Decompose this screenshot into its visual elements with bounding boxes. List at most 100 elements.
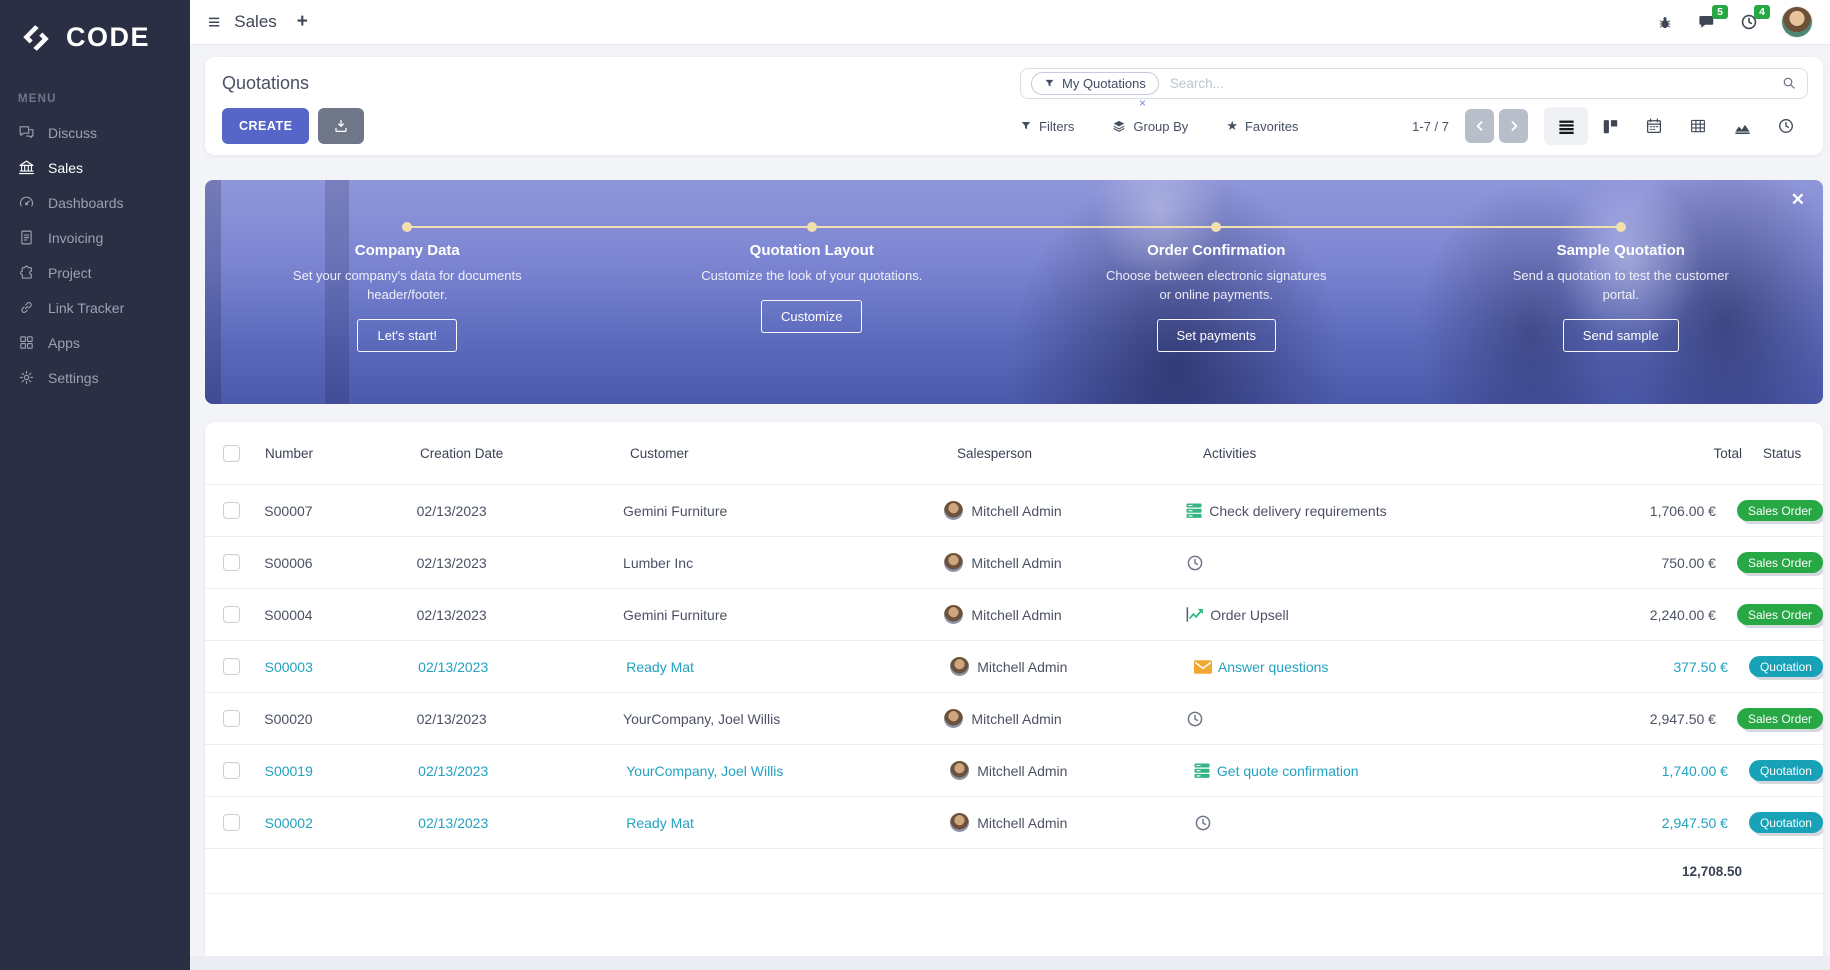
row-checkbox[interactable]: [223, 814, 240, 831]
total-amount: 1,740.00 €: [1661, 762, 1728, 779]
table-row[interactable]: S00003 02/13/2023 Ready Mat Mitchell Adm…: [205, 640, 1823, 692]
step-dot: [1211, 222, 1222, 232]
search-input[interactable]: [1167, 74, 1772, 92]
debug-bug-icon[interactable]: [1657, 14, 1673, 31]
user-avatar[interactable]: [1782, 7, 1812, 37]
send-sample-button[interactable]: Send sample: [1562, 318, 1679, 352]
set-payments-button[interactable]: Set payments: [1156, 318, 1276, 352]
calendar-view-icon: [1646, 118, 1662, 134]
total-amount: 2,947.50 €: [1661, 814, 1728, 831]
activity-cell[interactable]: [1194, 814, 1546, 832]
column-header-number[interactable]: Number: [265, 445, 314, 461]
salesperson-avatar: [944, 553, 964, 572]
row-checkbox[interactable]: [223, 606, 240, 623]
project-icon: [20, 265, 32, 279]
view-list-button[interactable]: [1544, 107, 1588, 145]
select-all-checkbox[interactable]: [223, 444, 240, 462]
row-checkbox[interactable]: [223, 762, 240, 779]
view-calendar-button[interactable]: [1632, 107, 1676, 145]
salesperson-cell: Mitchell Admin: [944, 709, 1186, 728]
activity-cell[interactable]: Get quote confirmation: [1194, 763, 1546, 779]
column-header-activities[interactable]: Activities: [1203, 445, 1257, 461]
activity-cell[interactable]: Answer questions: [1193, 659, 1546, 675]
row-checkbox[interactable]: [223, 710, 240, 727]
table-row[interactable]: S00020 02/13/2023 YourCompany, Joel Will…: [205, 692, 1823, 744]
horizontal-scrollbar[interactable]: [190, 956, 1830, 970]
pager-next-button[interactable]: [1499, 109, 1528, 143]
activity-cell[interactable]: Check delivery requirements: [1186, 503, 1535, 519]
table-row[interactable]: S00006 02/13/2023 Lumber Inc Mitchell Ad…: [205, 536, 1823, 588]
banner-close-icon[interactable]: ✕: [1790, 190, 1805, 209]
activity-cell[interactable]: [1186, 710, 1535, 728]
topbar: ≡ Sales + 5 4: [190, 0, 1830, 45]
view-graph-button[interactable]: [1720, 107, 1764, 145]
create-button[interactable]: CREATE: [222, 108, 310, 144]
favorites-button[interactable]: ★ Favorites: [1226, 118, 1299, 134]
step-title: Order Confirmation: [1147, 242, 1286, 259]
activity-cell[interactable]: [1186, 554, 1535, 572]
salesperson-cell: Mitchell Admin: [944, 501, 1186, 520]
messages-icon[interactable]: 5: [1697, 5, 1728, 31]
total-amount: 2,947.50 €: [1649, 710, 1716, 727]
view-kanban-button[interactable]: [1588, 107, 1632, 145]
apps-icon: [20, 336, 33, 349]
pager-previous-button[interactable]: [1465, 109, 1494, 143]
total-amount: 377.50 €: [1673, 658, 1728, 675]
onboarding-step-order-confirmation: Order Confirmation Choose between electr…: [1014, 242, 1419, 352]
row-checkbox[interactable]: [223, 658, 240, 675]
customer-name: Gemini Furniture: [623, 502, 728, 519]
status-cell: Sales Order: [1729, 552, 1823, 573]
active-filter-chip[interactable]: My Quotations: [1031, 71, 1159, 95]
remove-filter-icon[interactable]: ×: [1139, 95, 1147, 110]
export-download-button[interactable]: [318, 108, 365, 144]
sidebar-item-project[interactable]: Project: [0, 255, 190, 290]
pager-range: 1-7 / 7: [1412, 118, 1449, 134]
sidebar-item-settings[interactable]: Settings: [0, 360, 190, 395]
status-badge: Sales Order: [1736, 552, 1823, 573]
view-pivot-button[interactable]: [1676, 107, 1720, 145]
table-row[interactable]: S00019 02/13/2023 YourCompany, Joel Will…: [205, 744, 1823, 796]
step-title: Quotation Layout: [749, 242, 874, 259]
sidebar-item-sales[interactable]: Sales: [0, 150, 190, 185]
quotation-number: S00019: [264, 762, 313, 779]
row-checkbox[interactable]: [223, 502, 240, 519]
envelope-activity-icon: [1193, 659, 1212, 674]
status-cell: Quotation: [1741, 760, 1823, 781]
group-by-button[interactable]: Group By: [1112, 119, 1188, 134]
sidebar-item-dashboards[interactable]: Dashboards: [0, 185, 190, 220]
customize-button[interactable]: Customize: [761, 299, 863, 333]
lets-start-button[interactable]: Let's start!: [357, 318, 458, 352]
sidebar-item-discuss[interactable]: Discuss: [0, 115, 190, 150]
app-title-tab[interactable]: Sales: [234, 12, 277, 31]
filters-button[interactable]: Filters: [1020, 119, 1074, 134]
column-header-customer[interactable]: Customer: [630, 445, 689, 461]
clock-activity-icon: [1186, 554, 1204, 572]
quotation-number: S00003: [264, 658, 313, 675]
hamburger-menu-icon[interactable]: ≡: [208, 10, 221, 34]
activity-cell[interactable]: Order Upsell: [1186, 606, 1535, 623]
table-row[interactable]: S00002 02/13/2023 Ready Mat Mitchell Adm…: [205, 796, 1823, 848]
activities-count-badge: 4: [1754, 5, 1770, 19]
graph-view-icon: [1734, 124, 1750, 134]
column-header-total[interactable]: Total: [1713, 445, 1742, 461]
sidebar-item-invoicing[interactable]: Invoicing: [0, 220, 190, 255]
sidebar-item-link-tracker[interactable]: Link Tracker: [0, 290, 190, 325]
view-activity-button[interactable]: [1764, 107, 1808, 145]
step-description: Send a quotation to test the customer po…: [1512, 268, 1729, 302]
column-header-status[interactable]: Status: [1763, 445, 1802, 461]
row-checkbox[interactable]: [223, 554, 240, 571]
step-description: Customize the look of your quotations.: [701, 268, 923, 283]
sidebar-item-apps[interactable]: Apps: [0, 325, 190, 360]
table-header-row: Number Creation Date Customer Salesperso…: [205, 422, 1823, 484]
table-row[interactable]: S00007 02/13/2023 Gemini Furniture Mitch…: [205, 484, 1823, 536]
quotation-number: S00006: [264, 554, 313, 571]
search-icon[interactable]: [1781, 75, 1797, 91]
column-header-creation-date[interactable]: Creation Date: [420, 445, 504, 461]
salesperson-cell: Mitchell Admin: [950, 657, 1194, 676]
new-tab-button[interactable]: +: [296, 11, 308, 32]
table-row[interactable]: S00004 02/13/2023 Gemini Furniture Mitch…: [205, 588, 1823, 640]
search-bar[interactable]: My Quotations ×: [1020, 67, 1808, 110]
activities-clock-icon[interactable]: 4: [1740, 5, 1770, 31]
favorites-star-icon: ★: [1226, 118, 1238, 133]
column-header-salesperson[interactable]: Salesperson: [957, 445, 1033, 461]
